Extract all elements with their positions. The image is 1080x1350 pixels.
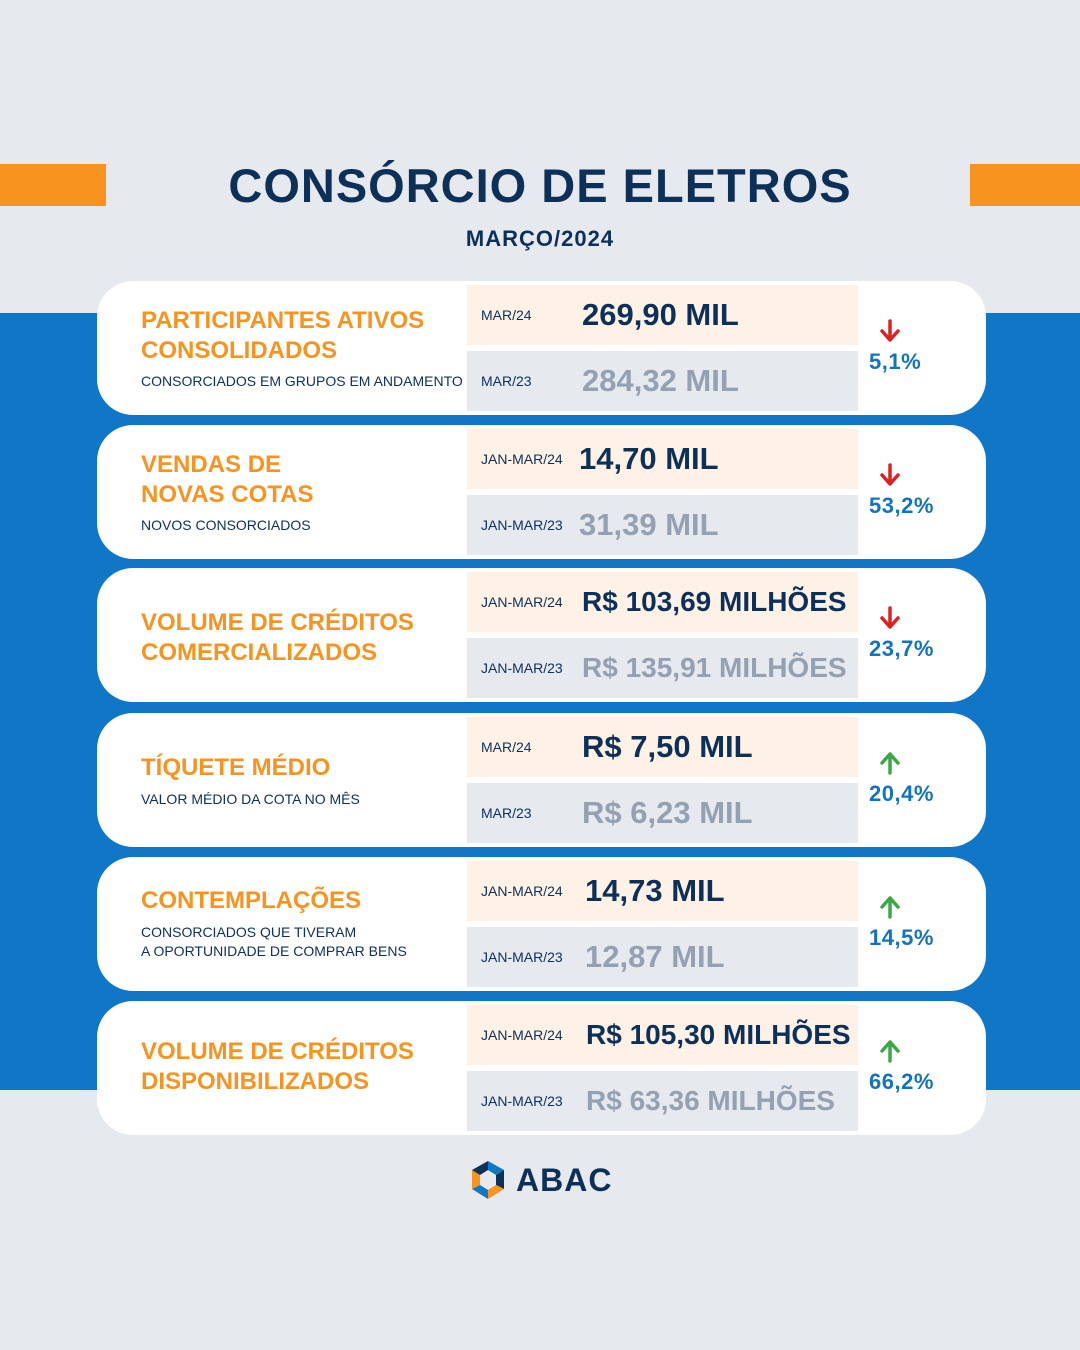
arrow-up-icon xyxy=(880,1040,900,1063)
metric-card-tiquete-medio: TÍQUETE MÉDIO VALOR MÉDIO DA COTA NO MÊS… xyxy=(97,713,986,847)
abac-logo: ABAC xyxy=(466,1156,626,1206)
current-period-label: MAR/24 xyxy=(481,739,532,755)
arrow-down-icon xyxy=(880,319,900,342)
card-title: TÍQUETE MÉDIO xyxy=(141,754,331,781)
previous-value: 31,39 MIL xyxy=(579,507,719,542)
card-title: PARTICIPANTES ATIVOS CONSOLIDADOS xyxy=(141,307,425,364)
current-period-row: JAN-MAR/24 14,73 MIL xyxy=(467,861,858,921)
previous-period-label: JAN-MAR/23 xyxy=(481,949,563,965)
card-title: CONTEMPLAÇÕES xyxy=(141,887,362,914)
logo-text: ABAC xyxy=(516,1162,613,1198)
abac-logo-icon xyxy=(472,1161,504,1199)
change-indicator: 53,2% xyxy=(869,453,959,533)
current-value: 14,73 MIL xyxy=(585,873,725,908)
previous-period-label: JAN-MAR/23 xyxy=(481,517,563,533)
previous-value: R$ 6,23 MIL xyxy=(582,795,753,830)
previous-value: 12,87 MIL xyxy=(585,939,725,974)
previous-value: R$ 63,36 MILHÕES xyxy=(586,1085,835,1116)
change-indicator: 23,7% xyxy=(869,596,959,676)
arrow-up-icon xyxy=(880,752,900,775)
previous-value: 284,32 MIL xyxy=(582,363,739,398)
change-indicator: 20,4% xyxy=(869,741,959,821)
change-indicator: 5,1% xyxy=(869,309,959,389)
previous-value: R$ 135,91 MILHÕES xyxy=(582,652,847,683)
previous-period-label: JAN-MAR/23 xyxy=(481,660,563,676)
card-description: NOVOS CONSORCIADOS xyxy=(141,517,311,533)
card-title: VOLUME DE CRÉDITOS DISPONIBILIZADOS xyxy=(141,1038,414,1095)
card-description: CONSORCIADOS QUE TIVERAM A OPORTUNIDADE … xyxy=(141,924,407,959)
change-percentage: 66,2% xyxy=(869,1069,934,1094)
change-indicator: 66,2% xyxy=(869,1029,959,1109)
arrow-down-icon xyxy=(880,463,900,486)
card-description: CONSORCIADOS EM GRUPOS EM ANDAMENTO xyxy=(141,373,463,389)
page-subtitle: MARÇO/2024 xyxy=(465,226,615,251)
card-title: VENDAS DE NOVAS COTAS xyxy=(141,451,314,508)
metric-card-creditos-disponibilizados: VOLUME DE CRÉDITOS DISPONIBILIZADOS JAN-… xyxy=(97,1001,986,1135)
page-title: CONSÓRCIO DE ELETROS xyxy=(228,159,852,212)
previous-period-label: JAN-MAR/23 xyxy=(481,1093,563,1109)
current-value: R$ 103,69 MILHÕES xyxy=(582,586,847,617)
current-period-label: JAN-MAR/24 xyxy=(481,594,563,610)
previous-period-row: JAN-MAR/23 31,39 MIL xyxy=(467,495,858,555)
current-period-row: MAR/24 R$ 7,50 MIL xyxy=(467,717,858,777)
metric-card-participantes: PARTICIPANTES ATIVOS CONSOLIDADOS CONSOR… xyxy=(97,281,986,415)
change-percentage: 14,5% xyxy=(869,925,934,950)
current-period-row: JAN-MAR/24 R$ 105,30 MILHÕES xyxy=(467,1005,858,1065)
arrow-up-icon xyxy=(880,896,900,919)
change-percentage: 53,2% xyxy=(869,493,934,518)
current-period-label: JAN-MAR/24 xyxy=(481,883,563,899)
previous-period-row: MAR/23 284,32 MIL xyxy=(467,351,858,411)
current-value: 14,70 MIL xyxy=(579,441,719,476)
current-value: 269,90 MIL xyxy=(582,297,739,332)
change-percentage: 5,1% xyxy=(869,349,922,374)
orange-accent-bar-left xyxy=(0,164,106,206)
metric-card-vendas: VENDAS DE NOVAS COTAS NOVOS CONSORCIADOS… xyxy=(97,425,986,559)
current-period-row: JAN-MAR/24 14,70 MIL xyxy=(467,429,858,489)
current-period-row: MAR/24 269,90 MIL xyxy=(467,285,858,345)
current-value: R$ 105,30 MILHÕES xyxy=(586,1019,851,1050)
change-percentage: 23,7% xyxy=(869,636,934,661)
arrow-down-icon xyxy=(880,606,900,629)
previous-period-row: MAR/23 R$ 6,23 MIL xyxy=(467,783,858,843)
metric-card-creditos-comercializados: VOLUME DE CRÉDITOS COMERCIALIZADOS JAN-M… xyxy=(97,568,986,702)
previous-period-label: MAR/23 xyxy=(481,805,532,821)
card-title: VOLUME DE CRÉDITOS COMERCIALIZADOS xyxy=(141,609,414,666)
orange-accent-bar-right xyxy=(970,164,1080,206)
current-period-row: JAN-MAR/24 R$ 103,69 MILHÕES xyxy=(467,572,858,632)
change-percentage: 20,4% xyxy=(869,781,934,806)
metric-card-contemplacoes: CONTEMPLAÇÕES CONSORCIADOS QUE TIVERAM A… xyxy=(97,857,986,991)
previous-period-label: MAR/23 xyxy=(481,373,532,389)
card-description: VALOR MÉDIO DA COTA NO MÊS xyxy=(141,791,360,807)
current-value: R$ 7,50 MIL xyxy=(582,729,753,764)
current-period-label: JAN-MAR/24 xyxy=(481,1027,563,1043)
previous-period-row: JAN-MAR/23 R$ 135,91 MILHÕES xyxy=(467,638,858,698)
change-indicator: 14,5% xyxy=(869,885,959,965)
current-period-label: JAN-MAR/24 xyxy=(481,451,563,467)
current-period-label: MAR/24 xyxy=(481,307,532,323)
previous-period-row: JAN-MAR/23 R$ 63,36 MILHÕES xyxy=(467,1071,858,1131)
previous-period-row: JAN-MAR/23 12,87 MIL xyxy=(467,927,858,987)
